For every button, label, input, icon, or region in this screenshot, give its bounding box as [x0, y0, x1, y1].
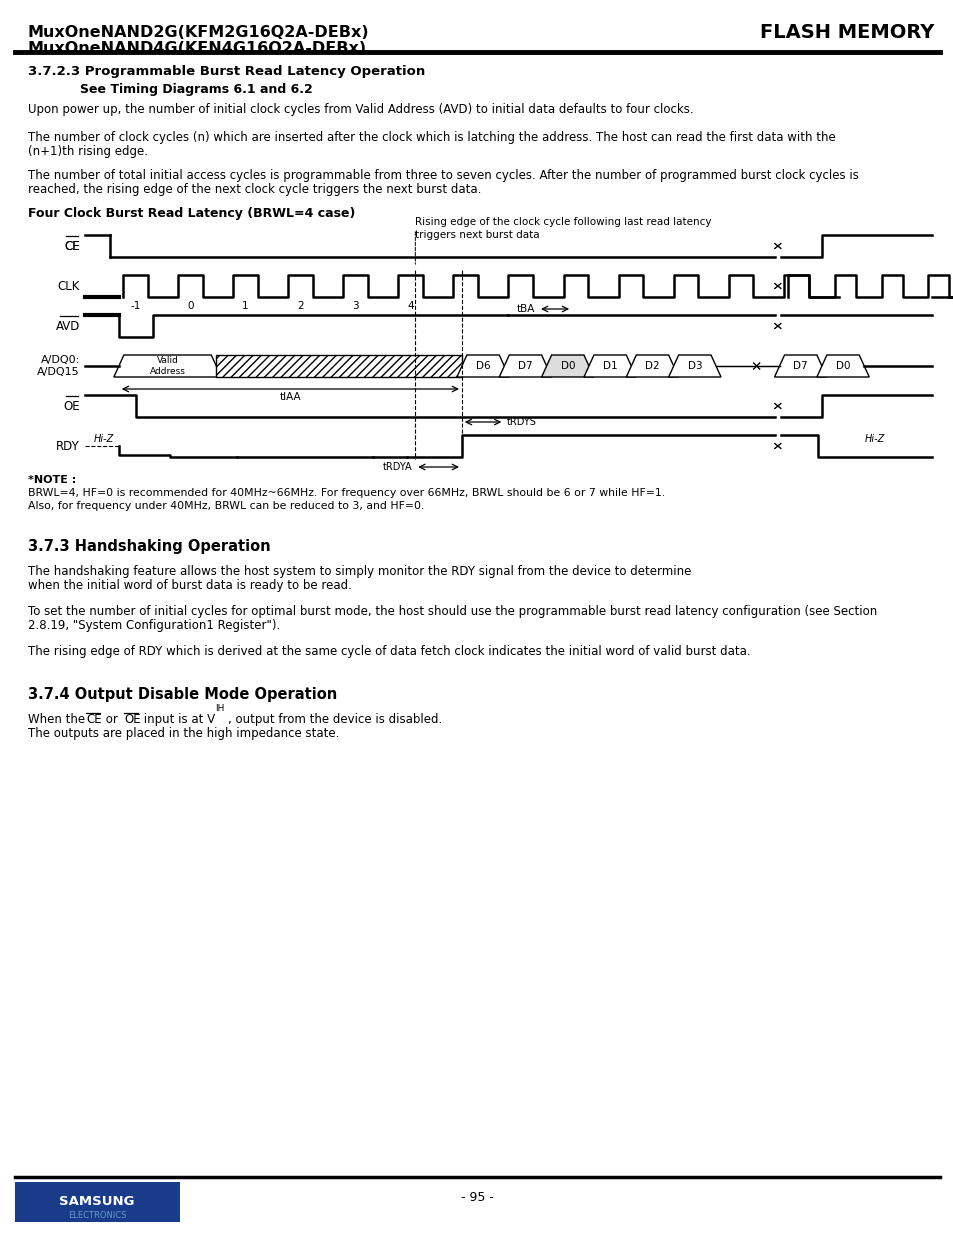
- Text: reached, the rising edge of the next clock cycle triggers the next burst data.: reached, the rising edge of the next clo…: [28, 183, 481, 196]
- Text: - 95 -: - 95 -: [460, 1191, 493, 1204]
- Text: MuxOneNAND2G(KFM2G16Q2A-DEBx): MuxOneNAND2G(KFM2G16Q2A-DEBx): [28, 25, 369, 40]
- Text: 3.7.4 Output Disable Mode Operation: 3.7.4 Output Disable Mode Operation: [28, 687, 337, 701]
- Text: 3.7.3 Handshaking Operation: 3.7.3 Handshaking Operation: [28, 538, 271, 555]
- Text: D7: D7: [793, 361, 807, 370]
- Polygon shape: [816, 354, 868, 377]
- Text: 3: 3: [352, 301, 358, 311]
- Bar: [15, 1182, 180, 1221]
- Text: 2: 2: [297, 301, 304, 311]
- Text: Upon power up, the number of initial clock cycles from Valid Address (AVD) to in: Upon power up, the number of initial clo…: [28, 103, 693, 116]
- Polygon shape: [626, 354, 678, 377]
- Text: D6: D6: [476, 361, 490, 370]
- Polygon shape: [113, 354, 221, 377]
- Text: triggers next burst data: triggers next burst data: [415, 230, 539, 240]
- Polygon shape: [456, 354, 509, 377]
- Text: Hi-Z: Hi-Z: [93, 433, 113, 445]
- Text: input is at V: input is at V: [140, 713, 214, 726]
- Text: *NOTE :: *NOTE :: [28, 475, 76, 485]
- Text: When the: When the: [28, 713, 89, 726]
- Text: FLASH MEMORY: FLASH MEMORY: [760, 23, 933, 42]
- Text: 4: 4: [407, 301, 414, 311]
- Text: tBA: tBA: [517, 304, 535, 314]
- Text: tRDYA: tRDYA: [382, 462, 412, 472]
- Text: To set the number of initial cycles for optimal burst mode, the host should use : To set the number of initial cycles for …: [28, 605, 877, 618]
- Text: CE: CE: [86, 713, 102, 726]
- Text: Rising edge of the clock cycle following last read latency: Rising edge of the clock cycle following…: [415, 217, 711, 227]
- Polygon shape: [774, 354, 826, 377]
- Text: AVD: AVD: [55, 320, 80, 332]
- Text: 1: 1: [242, 301, 249, 311]
- Text: D0: D0: [835, 361, 849, 370]
- Text: The number of clock cycles (n) which are inserted after the clock which is latch: The number of clock cycles (n) which are…: [28, 131, 835, 144]
- Text: CLK: CLK: [57, 279, 80, 293]
- Text: See Timing Diagrams 6.1 and 6.2: See Timing Diagrams 6.1 and 6.2: [80, 83, 313, 96]
- Text: or: or: [102, 713, 121, 726]
- Text: tIAA: tIAA: [279, 391, 301, 403]
- Text: tRDYS: tRDYS: [507, 417, 537, 427]
- Text: The number of total initial access cycles is programmable from three to seven cy: The number of total initial access cycle…: [28, 169, 858, 182]
- Text: BRWL=4, HF=0 is recommended for 40MHz~66MHz. For frequency over 66MHz, BRWL shou: BRWL=4, HF=0 is recommended for 40MHz~66…: [28, 488, 664, 498]
- Polygon shape: [498, 354, 551, 377]
- Polygon shape: [668, 354, 720, 377]
- Text: D2: D2: [644, 361, 659, 370]
- Text: Also, for frequency under 40MHz, BRWL can be reduced to 3, and HF=0.: Also, for frequency under 40MHz, BRWL ca…: [28, 501, 424, 511]
- Text: RDY: RDY: [56, 440, 80, 452]
- Text: ELECTRONICS: ELECTRONICS: [68, 1212, 126, 1220]
- Text: The outputs are placed in the high impedance state.: The outputs are placed in the high imped…: [28, 727, 339, 740]
- Text: IH: IH: [214, 704, 224, 713]
- Text: Valid
Address: Valid Address: [150, 357, 185, 375]
- Text: -1: -1: [131, 301, 140, 311]
- Text: Four Clock Burst Read Latency (BRWL=4 case): Four Clock Burst Read Latency (BRWL=4 ca…: [28, 207, 355, 220]
- Text: D1: D1: [602, 361, 617, 370]
- Text: Hi-Z: Hi-Z: [863, 433, 883, 445]
- Bar: [216, 354, 461, 377]
- Text: OE: OE: [124, 713, 140, 726]
- Text: CE: CE: [64, 240, 80, 252]
- Text: 2.8.19, "System Configuration1 Register").: 2.8.19, "System Configuration1 Register"…: [28, 619, 280, 632]
- Polygon shape: [583, 354, 636, 377]
- Polygon shape: [541, 354, 594, 377]
- Text: A/DQ0:
A/DQ15: A/DQ0: A/DQ15: [37, 354, 80, 377]
- Text: MuxOneNAND4G(KFN4G16Q2A-DEBx): MuxOneNAND4G(KFN4G16Q2A-DEBx): [28, 41, 367, 56]
- Text: CE: CE: [64, 240, 80, 252]
- Text: , output from the device is disabled.: , output from the device is disabled.: [228, 713, 442, 726]
- Text: (n+1)th rising edge.: (n+1)th rising edge.: [28, 144, 148, 158]
- Text: The rising edge of RDY which is derived at the same cycle of data fetch clock in: The rising edge of RDY which is derived …: [28, 645, 750, 658]
- Text: The handshaking feature allows the host system to simply monitor the RDY signal : The handshaking feature allows the host …: [28, 564, 691, 578]
- Text: 0: 0: [187, 301, 193, 311]
- Text: SAMSUNG: SAMSUNG: [59, 1195, 134, 1208]
- Text: when the initial word of burst data is ready to be read.: when the initial word of burst data is r…: [28, 579, 352, 592]
- Text: D3: D3: [687, 361, 701, 370]
- Text: 3.7.2.3 Programmable Burst Read Latency Operation: 3.7.2.3 Programmable Burst Read Latency …: [28, 65, 425, 78]
- Text: OE: OE: [63, 399, 80, 412]
- Text: D7: D7: [517, 361, 532, 370]
- Text: D0: D0: [560, 361, 575, 370]
